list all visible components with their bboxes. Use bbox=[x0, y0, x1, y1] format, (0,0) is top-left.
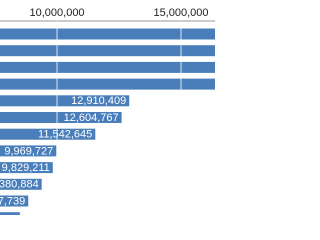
bar bbox=[0, 212, 20, 215]
bar bbox=[0, 162, 53, 174]
bar bbox=[0, 45, 215, 57]
value-label: 9,380,884 bbox=[0, 179, 39, 191]
bar bbox=[0, 78, 215, 90]
bar bbox=[0, 28, 215, 40]
bar bbox=[0, 61, 215, 73]
bar bbox=[0, 145, 57, 157]
value-label: 9,969,727 bbox=[4, 145, 53, 157]
chart: 12,910,409 12,604,767 11,542,645 9,969,727 9… bbox=[0, 7, 215, 215]
value-label: 11,542,645 bbox=[38, 129, 92, 141]
x-tick-label: 10,000,000 bbox=[30, 7, 85, 19]
value-label: 12,604,767 bbox=[64, 112, 119, 124]
bar bbox=[0, 178, 42, 190]
bar bbox=[0, 95, 130, 107]
bar bbox=[0, 128, 96, 140]
bar bbox=[0, 195, 29, 207]
value-label: 12,910,409 bbox=[71, 95, 126, 107]
value-label: 9,829,211 bbox=[2, 162, 50, 174]
x-tick-label: 15,000,000 bbox=[153, 7, 208, 19]
bar bbox=[0, 112, 122, 123]
value-label: 8,837,739 bbox=[0, 195, 25, 207]
